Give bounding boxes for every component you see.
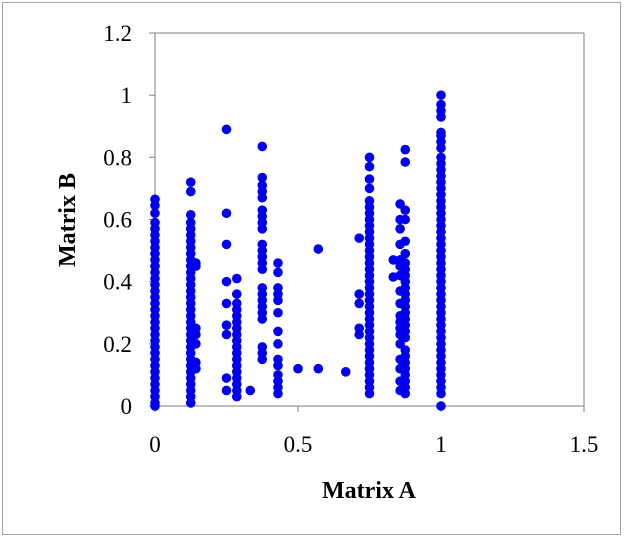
- data-point: [185, 177, 196, 187]
- data-point: [436, 99, 446, 110]
- y-ticks: 0 0.2 0.4 0.6 0.8 1 1.2: [103, 21, 155, 419]
- data-point: [221, 385, 232, 396]
- data-point: [221, 276, 232, 287]
- data-point: [185, 210, 196, 220]
- y-tick-label: 1.2: [103, 21, 132, 46]
- data-point: [257, 172, 268, 183]
- data-point: [191, 323, 201, 334]
- y-tick-label: 0.8: [103, 145, 132, 170]
- data-point: [273, 339, 283, 349]
- data-point: [231, 298, 242, 309]
- data-points: [150, 90, 446, 411]
- data-point: [231, 289, 242, 299]
- data-point: [354, 298, 365, 309]
- y-tick-label: 0.6: [103, 208, 132, 233]
- data-point: [150, 208, 160, 219]
- x-axis-title: Matrix A: [322, 478, 417, 504]
- data-point: [293, 363, 303, 374]
- data-point: [436, 152, 446, 163]
- data-point: [231, 273, 242, 284]
- data-point: [400, 205, 411, 215]
- data-point: [245, 385, 256, 396]
- data-point: [388, 255, 399, 265]
- data-point: [150, 217, 160, 228]
- data-point: [436, 127, 446, 138]
- y-tick-label: 1: [121, 83, 133, 108]
- y-tick-label: 0.2: [103, 332, 132, 357]
- x-tick-label: 0: [149, 432, 161, 457]
- y-axis-title: Matrix B: [55, 173, 81, 267]
- data-point: [191, 339, 201, 349]
- data-point: [436, 401, 446, 411]
- data-point: [257, 283, 268, 293]
- data-point: [364, 183, 375, 194]
- data-point: [273, 267, 283, 278]
- data-point: [364, 196, 375, 206]
- data-point: [221, 320, 232, 330]
- data-point: [400, 248, 411, 259]
- data-point: [257, 205, 268, 215]
- data-point: [400, 258, 411, 268]
- data-point: [436, 90, 446, 100]
- data-point: [185, 217, 196, 228]
- data-point: [354, 323, 365, 334]
- data-point: [395, 224, 405, 234]
- data-point: [364, 161, 375, 172]
- data-point: [400, 144, 411, 155]
- data-point: [313, 363, 324, 374]
- data-point: [313, 244, 324, 254]
- data-point: [273, 354, 283, 365]
- data-point: [354, 289, 365, 299]
- data-point: [257, 141, 268, 152]
- data-point: [340, 367, 351, 377]
- x-ticks: 0 0.5 1 1.5: [149, 406, 598, 457]
- data-point: [221, 329, 232, 340]
- data-point: [257, 239, 268, 250]
- data-point: [364, 152, 375, 163]
- x-tick-label: 1: [435, 432, 447, 457]
- data-point: [273, 283, 283, 293]
- data-point: [354, 233, 365, 243]
- data-point: [273, 258, 283, 268]
- data-point: [273, 326, 283, 337]
- x-tick-label: 0.5: [284, 432, 313, 457]
- data-point: [221, 239, 232, 250]
- data-point: [364, 174, 375, 184]
- data-point: [400, 345, 411, 355]
- data-point: [191, 357, 201, 368]
- data-point: [221, 373, 232, 383]
- data-point: [273, 370, 283, 380]
- data-point: [400, 236, 411, 247]
- x-tick-label: 1.5: [570, 432, 599, 457]
- data-point: [150, 194, 160, 205]
- y-tick-label: 0: [121, 394, 133, 419]
- data-point: [221, 298, 232, 309]
- y-tick-label: 0.4: [103, 270, 132, 295]
- data-point: [400, 157, 411, 167]
- data-point: [221, 124, 232, 135]
- data-point: [257, 180, 268, 191]
- data-point: [185, 186, 196, 197]
- data-point: [221, 208, 232, 219]
- data-point: [273, 307, 283, 318]
- data-point: [191, 258, 201, 268]
- data-point: [400, 214, 411, 225]
- data-point: [257, 342, 268, 352]
